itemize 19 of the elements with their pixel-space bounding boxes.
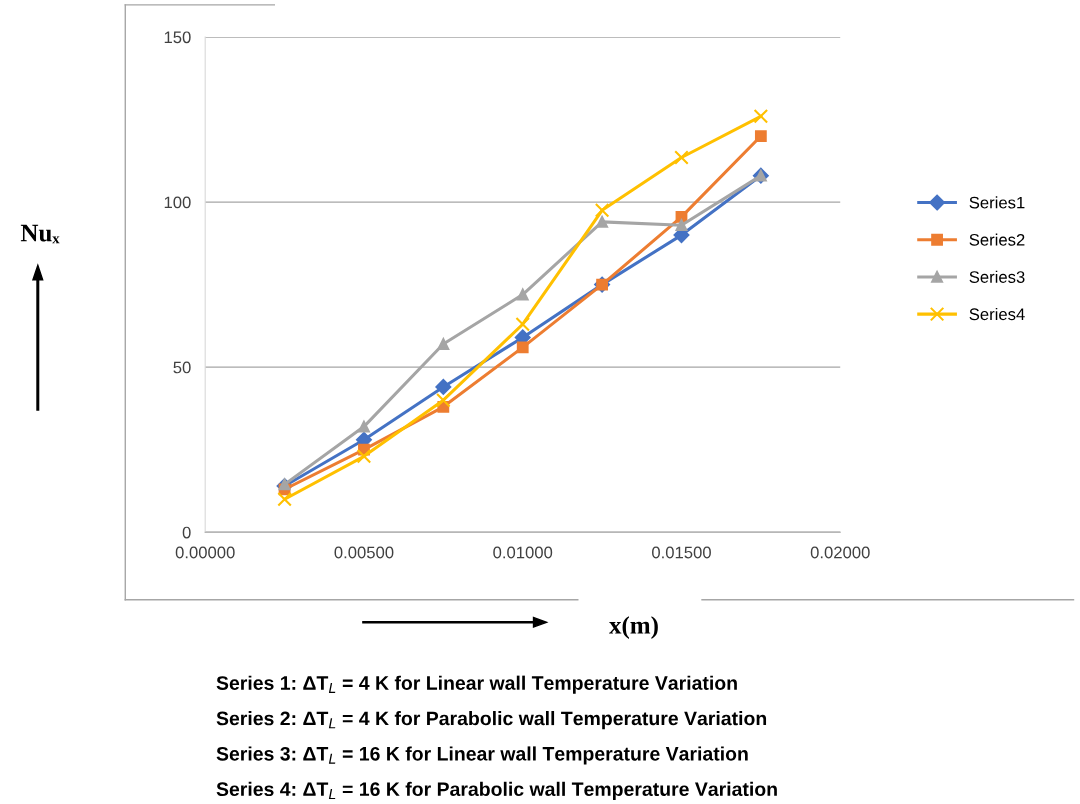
y-tick-label: 150 — [164, 31, 191, 44]
y-tick-label: 50 — [173, 361, 191, 374]
text: Series 2: ΔT$_{L}$ = 4 K for Parabolic wall Temperature Variation — [216, 711, 767, 730]
y-tick-label: 0 — [182, 526, 191, 539]
y-tick-label: 100 — [164, 196, 191, 209]
legend-label: Series1 — [969, 196, 1025, 209]
x-tick-label: 0.00500 — [334, 546, 394, 559]
text: Series 3: ΔT$_{L}$ = 16 K for Linear wall Temperature Variation — [216, 746, 748, 765]
x-tick-label: 0.01000 — [493, 546, 553, 559]
text: Series 1: ΔT$_{L}$ = 4 K for Linear wall Temperature Variation — [216, 675, 737, 694]
x-tick-label: 0.02000 — [810, 546, 870, 559]
legend-label: Series3 — [969, 270, 1025, 283]
legend-label: Series4 — [969, 307, 1025, 321]
legend-label: Series2 — [969, 233, 1025, 246]
x-tick-label: 0.00000 — [175, 546, 235, 559]
x-axis-title: x(m) — [609, 616, 658, 639]
x-tick-label: 0.01500 — [652, 546, 711, 559]
text: Series 4: ΔT$_{L}$ = 16 K for Parabolic wall Temperature Variation — [216, 781, 777, 800]
y-axis-title: Nuₓ — [20, 224, 60, 244]
